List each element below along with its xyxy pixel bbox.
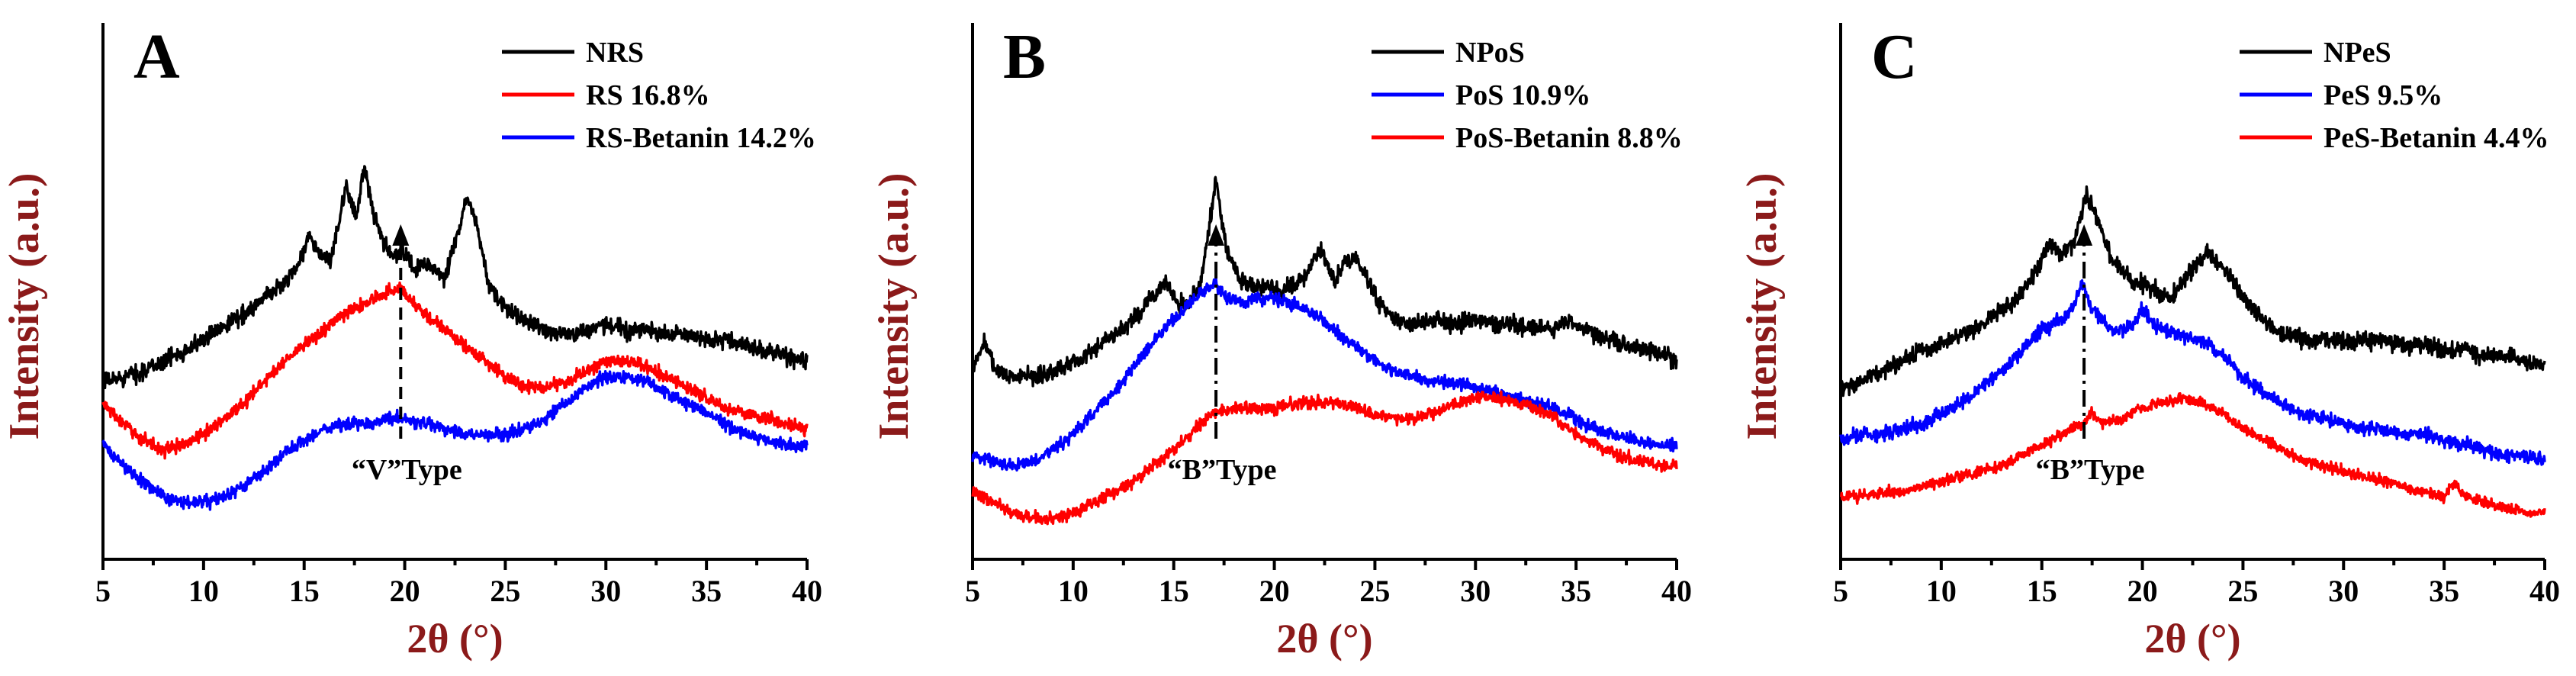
x-tick-label: 20 — [390, 574, 420, 608]
series-line-0 — [101, 165, 809, 390]
x-tick-label: 10 — [1058, 574, 1089, 608]
series-line-1 — [1839, 278, 2546, 466]
legend-label: NRS — [586, 37, 644, 69]
x-tick-label: 40 — [2529, 574, 2560, 608]
panel-label: A — [133, 21, 180, 92]
legend-label: PeS 9.5% — [2324, 79, 2443, 111]
legend-label: RS-Betanin 14.2% — [586, 122, 816, 154]
y-axis-label: Intensity (a.u.) — [870, 172, 918, 439]
series-line-0 — [971, 175, 1678, 388]
y-axis-label: Intensity (a.u.) — [1738, 172, 1786, 439]
x-tick-label: 30 — [2328, 574, 2359, 608]
x-tick-label: 40 — [1661, 574, 1692, 608]
chart-panel-b: 5 10 15 20 25 30 35 40 2θ (°) Intensity (a.u.) B NP… — [870, 21, 1692, 662]
legend-label: RS 16.8% — [586, 79, 710, 111]
x-tick-label: 30 — [590, 574, 621, 608]
chart-panel-a: 5 10 15 20 25 30 35 40 2θ (°) Intensity (a.u.) A NR… — [1, 21, 822, 662]
legend-label: NPeS — [2324, 37, 2391, 69]
x-tick-label: 15 — [1159, 574, 1189, 608]
series-line-2 — [101, 370, 809, 511]
x-tick-label: 20 — [1259, 574, 1290, 608]
series-line-1 — [971, 277, 1678, 472]
x-tick-label: 35 — [1561, 574, 1591, 608]
x-axis-label: 2θ (°) — [407, 616, 503, 662]
x-tick-label: 5 — [95, 574, 111, 608]
series-line-2 — [1840, 392, 2546, 518]
x-tick-label: 35 — [691, 574, 722, 608]
x-tick-label: 25 — [1359, 574, 1390, 608]
series-line-2 — [971, 390, 1678, 526]
x-tick-label: 25 — [490, 574, 520, 608]
x-axis-label: 2θ (°) — [1276, 616, 1372, 662]
annotation-arrow-head — [2076, 224, 2093, 246]
x-tick-label: 5 — [1833, 574, 1848, 608]
legend-label: PoS 10.9% — [1455, 79, 1590, 111]
legend-label: NPoS — [1455, 37, 1525, 69]
x-tick-label: 20 — [2127, 574, 2158, 608]
series-line-1 — [101, 281, 809, 460]
x-tick-label: 10 — [1926, 574, 1957, 608]
y-axis-label: Intensity (a.u.) — [1, 172, 48, 439]
panel-label: B — [1003, 21, 1046, 92]
annotation-label: “B”Type — [2036, 454, 2145, 486]
chart-panel-c: 5 10 15 20 25 30 35 40 2θ (°) Intensity (a.u.) C NP… — [1738, 21, 2560, 662]
panel-label: C — [1871, 21, 1918, 92]
x-tick-label: 15 — [2027, 574, 2057, 608]
annotation-arrow-head — [392, 224, 410, 246]
annotation-label: “V”Type — [352, 454, 462, 486]
x-tick-label: 30 — [1460, 574, 1491, 608]
annotation-arrow-head — [1208, 224, 1225, 246]
legend-label: PeS-Betanin 4.4% — [2324, 122, 2549, 154]
x-axis-label: 2θ (°) — [2144, 616, 2240, 662]
x-tick-label: 5 — [965, 574, 980, 608]
x-tick-label: 40 — [792, 574, 822, 608]
x-tick-label: 10 — [188, 574, 219, 608]
x-tick-label: 25 — [2227, 574, 2258, 608]
x-tick-label: 15 — [289, 574, 320, 608]
annotation-label: “B”Type — [1168, 454, 1277, 486]
legend-label: PoS-Betanin 8.8% — [1455, 122, 1683, 154]
series-line-0 — [1839, 185, 2546, 398]
x-tick-label: 35 — [2429, 574, 2459, 608]
